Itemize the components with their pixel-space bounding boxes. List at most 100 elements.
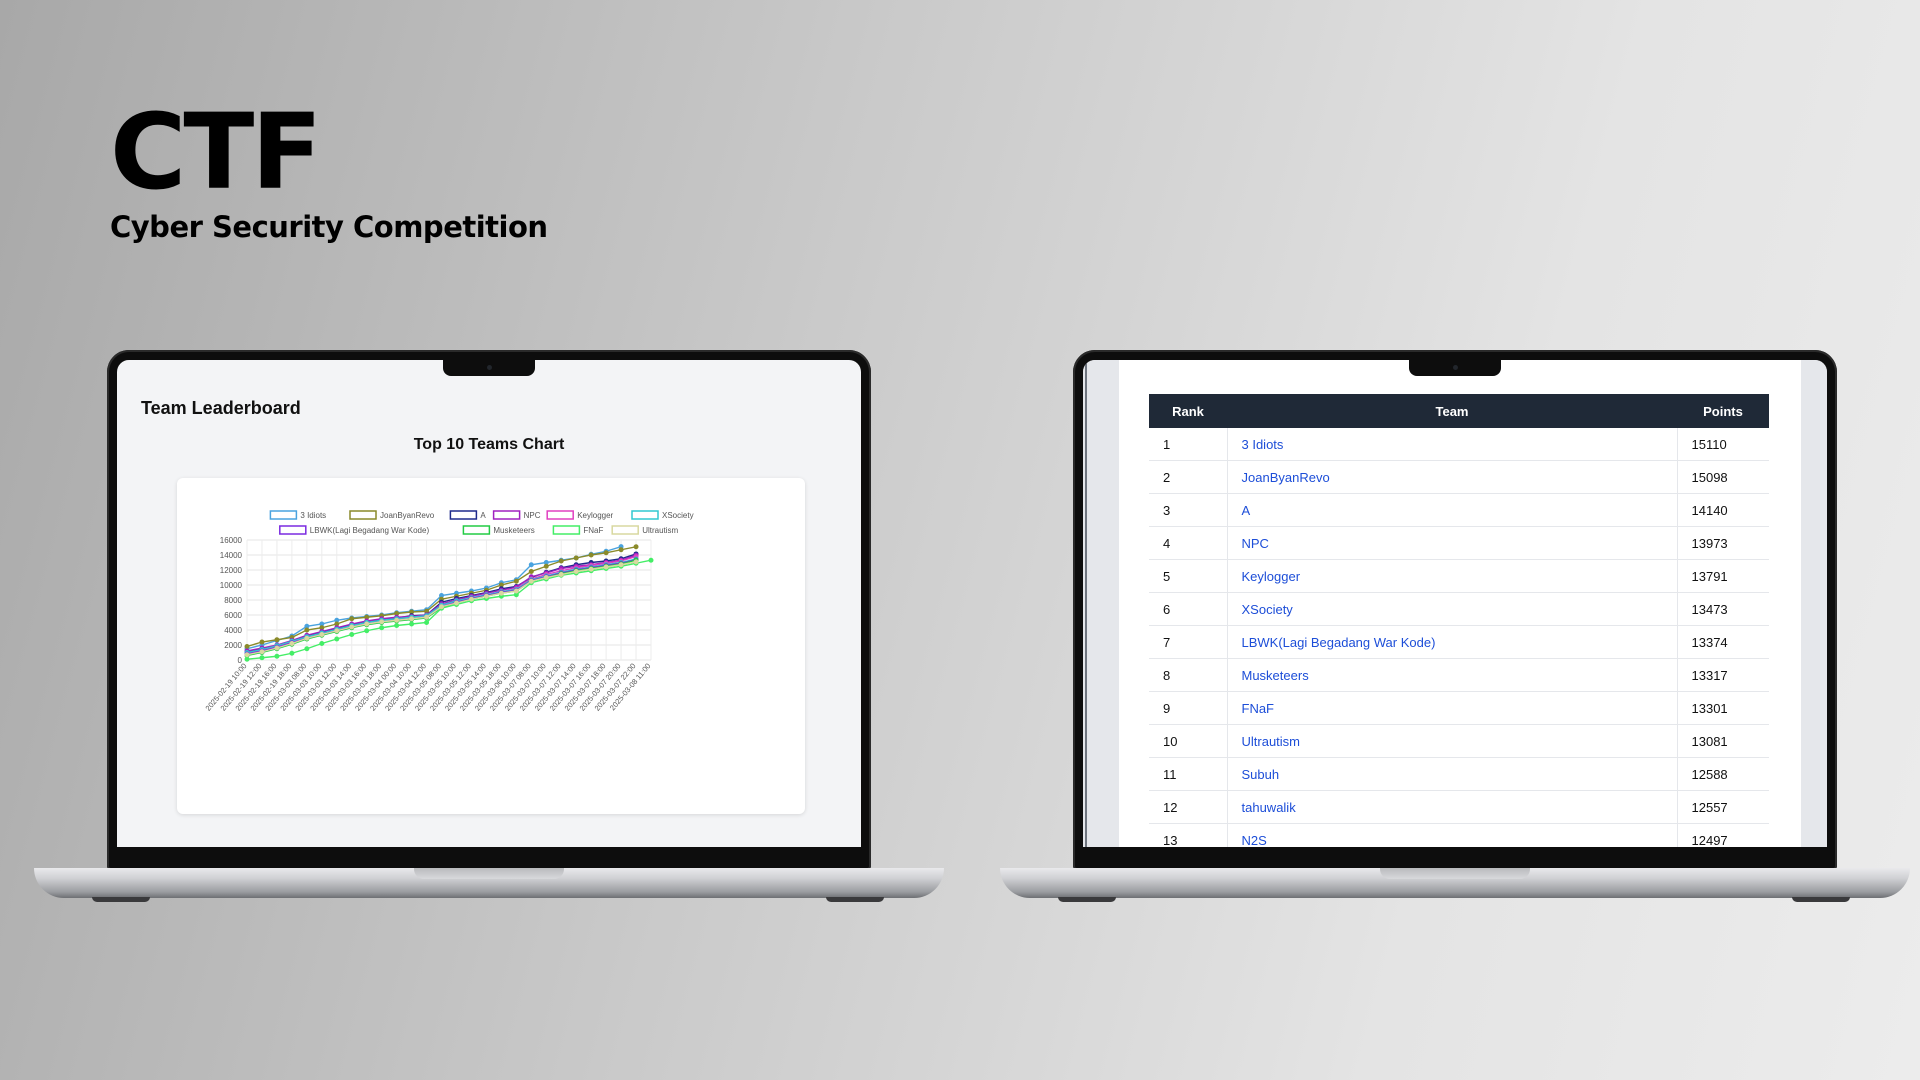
legend-label: LBWK(Lagi Begadang War Kode): [310, 526, 430, 535]
chart-title: Top 10 Teams Chart: [413, 436, 565, 453]
data-point: [528, 569, 534, 574]
table-row: 11 Subuh 12588: [1149, 757, 1769, 791]
team-cell: N2S: [1226, 823, 1678, 848]
data-point: [289, 650, 295, 656]
data-point: [274, 653, 280, 659]
rank-cell: 12: [1149, 790, 1227, 824]
laptop-foot: [826, 897, 884, 902]
data-point: [633, 559, 639, 565]
data-point: [439, 604, 445, 610]
base-notch: [1380, 868, 1530, 879]
data-point: [364, 628, 370, 634]
data-point: [244, 652, 250, 658]
rank-cell: 8: [1149, 658, 1227, 692]
team-link[interactable]: Subuh: [1241, 766, 1280, 782]
legend-label: JoanByanRevo: [380, 511, 435, 520]
legend-label: NPC: [524, 511, 541, 520]
team-link[interactable]: NPC: [1241, 535, 1269, 551]
y-tick-label: 2000: [224, 641, 242, 650]
data-point: [573, 569, 579, 574]
team-link[interactable]: 3 Idiots: [1241, 436, 1284, 452]
table-row: 10 Ultrautism 13081: [1149, 724, 1769, 758]
legend-label: A: [480, 511, 486, 520]
laptop-lid: Rank Team Points 1 3 Idiots 15110 2 JoanByan…: [1073, 350, 1837, 870]
laptop-left: Team Leaderboard Top 10 Teams Chart 3 Id…: [34, 350, 944, 920]
data-point: [618, 547, 624, 553]
points-cell: 13081: [1677, 724, 1769, 758]
points-cell: 13791: [1677, 559, 1769, 593]
team-cell: LBWK(Lagi Begadang War Kode): [1226, 625, 1678, 659]
data-point: [349, 624, 355, 630]
team-link[interactable]: LBWK(Lagi Begadang War Kode): [1241, 634, 1436, 650]
team-link[interactable]: FNaF: [1241, 700, 1275, 716]
legend-label: Keylogger: [577, 511, 613, 520]
data-point: [259, 655, 265, 661]
team-cell: XSociety: [1226, 592, 1678, 626]
y-tick-label: 10000: [220, 581, 243, 590]
data-point: [468, 596, 474, 602]
legend-swatch: [611, 525, 639, 535]
data-point: [409, 621, 415, 627]
data-point: [274, 645, 280, 651]
legend-swatch: [546, 510, 574, 520]
base-notch: [414, 868, 564, 879]
y-tick-label: 16000: [220, 536, 243, 545]
data-point: [424, 614, 430, 620]
data-point: [244, 656, 250, 662]
data-point: [364, 621, 370, 627]
table-row: 1 3 Idiots 15110: [1149, 428, 1769, 461]
laptop-base: [1000, 868, 1910, 898]
y-tick-label: 4000: [224, 626, 242, 635]
data-point: [558, 572, 564, 577]
team-cell: JoanByanRevo: [1226, 460, 1678, 494]
team-link[interactable]: Musketeers: [1241, 667, 1309, 683]
column-header-team[interactable]: Team: [1227, 394, 1677, 428]
rank-cell: 10: [1149, 724, 1227, 758]
rank-cell: 4: [1149, 526, 1227, 560]
table-row: 3 A 14140: [1149, 493, 1769, 527]
y-tick-label: 12000: [220, 566, 243, 575]
points-cell: 13374: [1677, 625, 1769, 659]
points-cell: 12588: [1677, 757, 1769, 791]
team-link[interactable]: A: [1241, 502, 1251, 518]
table-row: 2 JoanByanRevo 15098: [1149, 460, 1769, 494]
leaderboard-chart-screen: Team Leaderboard Top 10 Teams Chart 3 Id…: [117, 360, 861, 847]
laptop-right: Rank Team Points 1 3 Idiots 15110 2 JoanByan…: [1000, 350, 1910, 920]
team-link[interactable]: XSociety: [1241, 601, 1293, 617]
team-link[interactable]: Keylogger: [1241, 568, 1301, 584]
rank-cell: 1: [1149, 428, 1227, 461]
data-point: [513, 578, 519, 584]
column-header-points[interactable]: Points: [1677, 394, 1769, 428]
legend-label: XSociety: [662, 511, 694, 520]
data-point: [633, 544, 639, 550]
points-cell: 15110: [1677, 428, 1769, 461]
team-link[interactable]: Ultrautism: [1241, 733, 1301, 749]
data-point: [379, 625, 385, 631]
data-point: [319, 632, 325, 637]
table-row: 6 XSociety 13473: [1149, 592, 1769, 626]
team-link[interactable]: tahuwalik: [1241, 799, 1296, 815]
table-row: 4 NPC 13973: [1149, 526, 1769, 560]
laptop-foot: [1058, 897, 1116, 902]
team-cell: Musketeers: [1226, 658, 1678, 692]
page-margin-right: [1801, 360, 1827, 847]
series-line: [246, 559, 652, 660]
column-header-rank[interactable]: Rank: [1149, 394, 1227, 428]
data-point: [379, 619, 385, 625]
points-cell: 13973: [1677, 526, 1769, 560]
team-link[interactable]: JoanByanRevo: [1241, 469, 1330, 485]
data-point: [394, 623, 400, 628]
brand-subtitle: Cyber Security Competition: [110, 210, 548, 244]
camera-icon: [1453, 365, 1458, 370]
data-point: [304, 635, 310, 641]
data-point: [543, 563, 549, 569]
team-link[interactable]: N2S: [1241, 832, 1267, 848]
team-cell: tahuwalik: [1226, 790, 1678, 824]
data-point: [513, 588, 519, 594]
points-cell: 12557: [1677, 790, 1769, 824]
team-cell: A: [1226, 493, 1678, 527]
rank-cell: 5: [1149, 559, 1227, 593]
y-tick-label: 8000: [224, 596, 242, 605]
leaderboard-table: Rank Team Points 1 3 Idiots 15110 2 JoanByan…: [1149, 394, 1769, 847]
laptop-base: [34, 868, 944, 898]
